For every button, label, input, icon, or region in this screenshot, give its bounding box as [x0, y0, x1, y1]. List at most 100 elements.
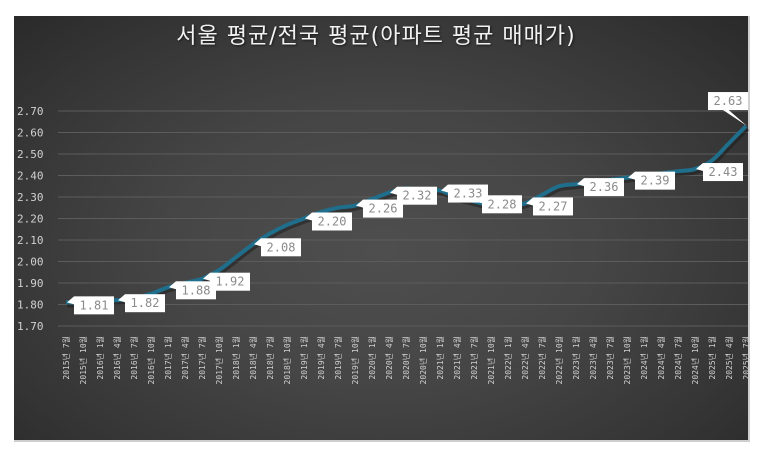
data-label-box: [448, 184, 488, 203]
data-label-text: 2.36: [590, 180, 619, 194]
x-tick-label: 2019년 1월: [299, 336, 309, 380]
y-tick-label: 2.40: [17, 170, 44, 183]
data-label-text: 2.39: [641, 174, 670, 188]
data-label-text: 2.26: [369, 202, 398, 216]
x-tick-label: 2021년 1월: [435, 336, 445, 380]
x-tick-label: 2023년 4월: [588, 336, 598, 380]
data-labels: 1.81 1.82 1.88 1.92 2.08 2.20 2.26 2.32 2.33 2.28…: [67, 92, 748, 315]
data-label: 1.81: [67, 296, 114, 315]
x-tick-label: 2015년 7월: [61, 336, 71, 380]
data-label-box: [210, 272, 250, 291]
data-label-text: 2.32: [403, 189, 432, 203]
data-label-text: 1.82: [131, 296, 160, 310]
x-tick-label: 2024년 4월: [656, 336, 666, 380]
data-label: 1.92: [203, 272, 250, 291]
data-label-text: 2.33: [454, 187, 483, 201]
x-tick-label: 2022년 4월: [520, 336, 530, 380]
data-label-box: [312, 212, 352, 231]
data-label-text: 2.28: [488, 197, 517, 211]
y-tick-label: 2.00: [17, 256, 44, 269]
data-label-box: [584, 178, 624, 197]
x-tick-label: 2024년 7월: [673, 336, 683, 380]
data-label-box: [176, 281, 216, 300]
x-tick-label: 2021년 10월: [486, 336, 496, 384]
x-tick-label: 2019년 4월: [316, 336, 326, 380]
x-tick-label: 2025년 1월: [707, 336, 717, 380]
data-label-text: 1.88: [182, 283, 211, 297]
chart-title: 서울 평균/전국 평균(아파트 평균 매매가): [176, 24, 576, 49]
data-label-box: [125, 294, 165, 313]
x-tick-label: 2022년 1월: [503, 336, 513, 380]
x-tick-label: 2023년 1월: [571, 336, 581, 380]
x-tick-label: 2020년 7월: [401, 336, 411, 380]
x-tick-label: 2018년 7월: [265, 336, 275, 380]
x-tick-label: 2020년 4월: [384, 336, 394, 380]
x-tick-label: 2015년 10월: [78, 336, 88, 384]
x-tick-label: 2021년 4월: [452, 336, 462, 380]
data-label: 2.20: [305, 212, 352, 231]
data-label: 2.39: [628, 171, 675, 190]
data-label: 2.33: [441, 184, 488, 203]
series-line-shadow: [66, 125, 750, 308]
data-label-text: 2.43: [709, 165, 738, 179]
x-tick-label: 2025년 4월: [724, 336, 734, 380]
x-tick-label: 2016년 4월: [112, 336, 122, 380]
data-label: 2.28: [475, 195, 522, 214]
y-tick-label: 2.50: [17, 148, 44, 161]
x-tick-label: 2017년 10월: [214, 336, 224, 384]
data-label: 2.26: [356, 199, 403, 218]
x-tick-label: 2017년 4월: [180, 336, 190, 380]
x-tick-label: 2018년 4월: [248, 336, 258, 380]
y-tick-label: 1.90: [17, 277, 44, 290]
x-tick-label: 2016년 10월: [146, 336, 156, 384]
y-tick-label: 1.80: [17, 299, 44, 312]
x-tick-label: 2018년 1월: [231, 336, 241, 380]
data-label: 1.88: [169, 281, 216, 300]
y-tick-label: 1.70: [17, 320, 44, 333]
data-label-box: [703, 163, 743, 182]
x-axis: 2015년 7월 2015년 10월 2016년 1월 2016년 4월 2016년 7…: [61, 336, 751, 384]
x-tick-label: 2016년 1월: [95, 336, 105, 380]
data-label-box: [635, 171, 675, 190]
x-tick-label: 2022년 10월: [554, 336, 564, 384]
data-label-text: 1.92: [216, 275, 245, 289]
data-label-text: 1.81: [80, 298, 109, 312]
data-label: 2.43: [696, 163, 743, 182]
x-tick-label: 2025년 7월: [741, 336, 751, 380]
y-axis: 1.70 1.80 1.90 2.00 2.10 2.20 2.30 2.40 2.50 2.60…: [17, 105, 44, 333]
data-label: 1.82: [118, 294, 165, 313]
x-tick-label: 2017년 7월: [197, 336, 207, 380]
series-line: [65, 124, 748, 305]
y-tick-label: 2.60: [17, 127, 44, 140]
x-tick-label: 2023년 7월: [605, 336, 615, 380]
x-tick-label: 2020년 1월: [367, 336, 377, 380]
x-tick-label: 2020년 10월: [418, 336, 428, 384]
x-tick-label: 2017년 1월: [163, 336, 173, 380]
data-label: 2.27: [526, 197, 573, 216]
y-tick-label: 2.20: [17, 213, 44, 226]
x-tick-label: 2016년 7월: [129, 336, 139, 380]
x-tick-label: 2022년 7월: [537, 336, 547, 380]
data-label-text: 2.20: [318, 215, 347, 229]
data-label: 2.63: [708, 92, 748, 127]
x-tick-label: 2024년 1월: [639, 336, 649, 380]
y-tick-label: 2.10: [17, 234, 44, 247]
data-label: 2.36: [577, 178, 624, 197]
data-label: 2.08: [254, 238, 301, 257]
x-tick-label: 2018년 10월: [282, 336, 292, 384]
x-tick-label: 2019년 10월: [350, 336, 360, 384]
data-series: [65, 124, 750, 308]
data-label-box: [74, 296, 114, 315]
y-tick-label: 2.30: [17, 191, 44, 204]
data-label-box: [261, 238, 301, 257]
data-label-box: [708, 92, 748, 111]
x-tick-label: 2021년 7월: [469, 336, 479, 380]
data-label: 2.32: [390, 186, 437, 205]
data-label-text: 2.63: [714, 94, 743, 108]
x-tick-label: 2019년 7월: [333, 336, 343, 380]
y-tick-label: 2.70: [17, 105, 44, 118]
chart-panel: [14, 16, 750, 442]
x-tick-label: 2024년 10월: [690, 336, 700, 384]
data-label-box: [363, 199, 403, 218]
